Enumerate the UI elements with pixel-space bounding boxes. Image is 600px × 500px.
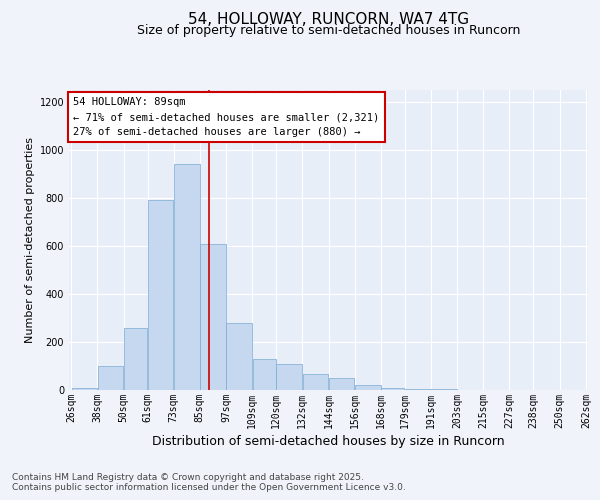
Text: 54, HOLLOWAY, RUNCORN, WA7 4TG: 54, HOLLOWAY, RUNCORN, WA7 4TG [188, 12, 469, 28]
Text: Contains HM Land Registry data © Crown copyright and database right 2025.: Contains HM Land Registry data © Crown c… [12, 472, 364, 482]
Text: 54 HOLLOWAY: 89sqm
← 71% of semi-detached houses are smaller (2,321)
27% of semi: 54 HOLLOWAY: 89sqm ← 71% of semi-detache… [73, 97, 380, 137]
Bar [174, 164, 200, 390]
Bar [71, 388, 97, 390]
Bar [355, 385, 380, 390]
Bar [302, 374, 328, 390]
Bar [277, 364, 302, 390]
Bar [329, 378, 355, 390]
Bar [226, 323, 252, 390]
Text: Contains public sector information licensed under the Open Government Licence v3: Contains public sector information licen… [12, 482, 406, 492]
Bar [431, 389, 457, 390]
Text: Distribution of semi-detached houses by size in Runcorn: Distribution of semi-detached houses by … [152, 435, 505, 448]
Bar [124, 328, 147, 390]
Bar [200, 244, 226, 390]
Text: Size of property relative to semi-detached houses in Runcorn: Size of property relative to semi-detach… [137, 24, 520, 37]
Bar [98, 366, 123, 390]
Bar [148, 200, 173, 390]
Bar [405, 389, 431, 390]
Bar [253, 359, 276, 390]
Y-axis label: Number of semi-detached properties: Number of semi-detached properties [25, 137, 35, 343]
Bar [381, 388, 404, 390]
